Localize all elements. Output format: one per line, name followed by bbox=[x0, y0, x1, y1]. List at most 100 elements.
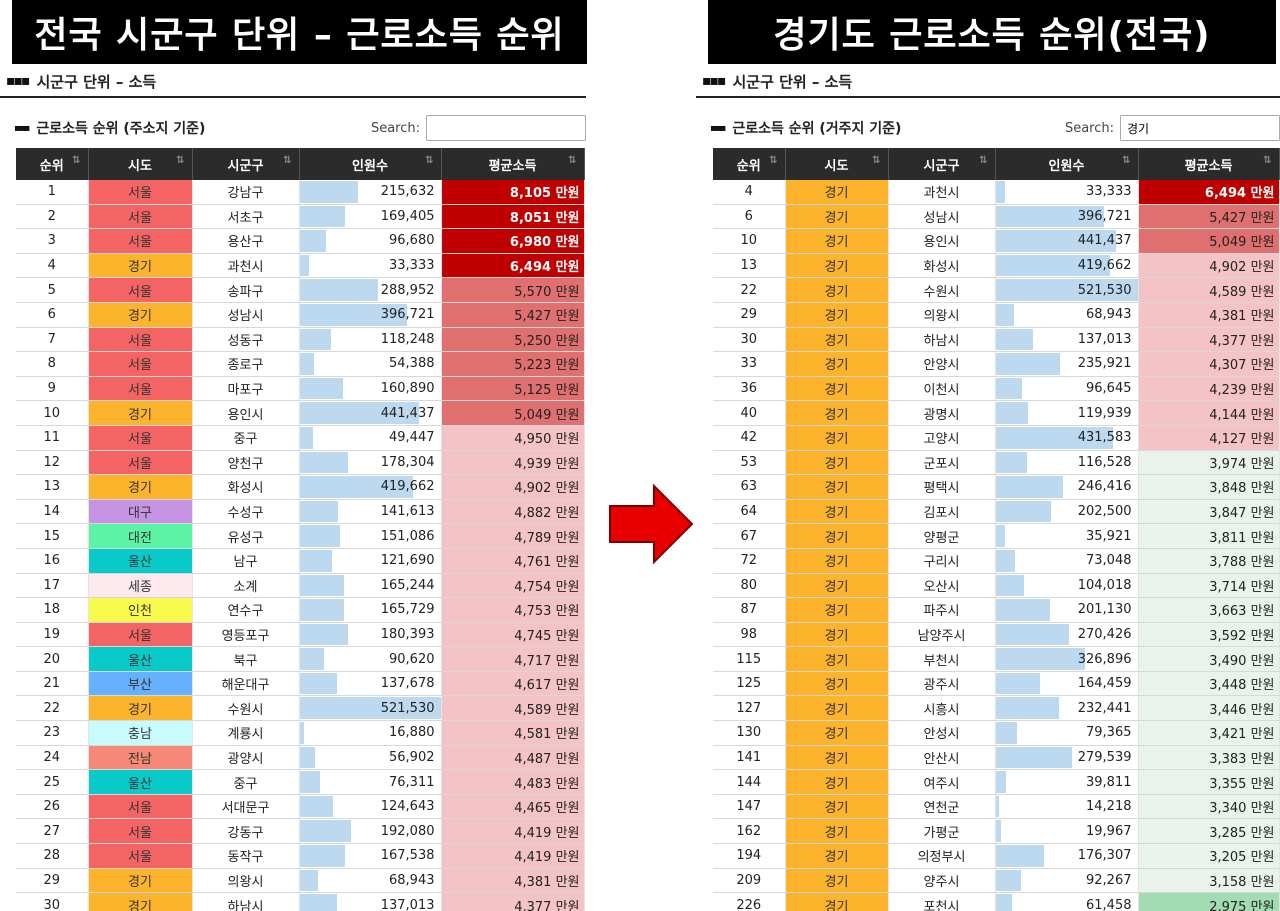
column-header-sigungu[interactable]: 시군구 ⇅ bbox=[192, 148, 300, 180]
income-cell: 3,340 만원 bbox=[1138, 794, 1280, 820]
income-cell: 4,127 만원 bbox=[1138, 425, 1280, 451]
count-bar bbox=[995, 648, 1085, 670]
income-cell: 4,950 만원 bbox=[441, 425, 585, 451]
income-cell: 4,589 만원 bbox=[441, 695, 585, 722]
sido-cell: 경기 bbox=[785, 671, 889, 697]
count-cell: 33,333 bbox=[995, 180, 1139, 205]
sigungu-cell: 용인시 bbox=[888, 228, 996, 254]
sido-cell: 경기 bbox=[785, 769, 889, 795]
count-bar bbox=[995, 303, 1015, 326]
count-bar bbox=[995, 574, 1024, 597]
count-bar bbox=[995, 205, 1104, 228]
table-row: 27 서울 강동구 192,080 4,419 만원 bbox=[16, 818, 585, 845]
income-cell: 3,663 만원 bbox=[1138, 597, 1280, 623]
count-bar bbox=[299, 845, 345, 867]
rank-cell: 80 bbox=[713, 573, 786, 599]
column-header-sigungu[interactable]: 시군구 ⇅ bbox=[888, 148, 996, 180]
sigungu-cell: 양천구 bbox=[192, 450, 300, 476]
sigungu-cell: 과천시 bbox=[192, 253, 300, 279]
count-value: 76,311 bbox=[389, 774, 435, 790]
section-header: ▪▪▪ 근로소득 순위 (주소지 기준) Search: bbox=[0, 108, 586, 148]
sigungu-cell: 안양시 bbox=[888, 351, 996, 377]
sido-cell: 인천 bbox=[88, 597, 193, 623]
table-row: 22 경기 수원시 521,530 4,589 만원 bbox=[16, 695, 585, 722]
sido-cell: 경기 bbox=[785, 794, 889, 820]
sigungu-cell: 동작구 bbox=[192, 843, 300, 869]
sigungu-cell: 서대문구 bbox=[192, 794, 300, 820]
count-value: 201,130 bbox=[1077, 602, 1132, 618]
column-header-sido[interactable]: 시도 ⇅ bbox=[88, 148, 193, 180]
table-row: 40 경기 광명시 119,939 4,144 만원 bbox=[713, 400, 1280, 426]
sort-icon: ⇅ bbox=[568, 155, 576, 166]
count-value: 232,441 bbox=[1077, 700, 1132, 716]
search-input[interactable] bbox=[426, 115, 586, 141]
column-header-count[interactable]: 인원수 ⇅ bbox=[299, 148, 442, 180]
count-cell: 33,333 bbox=[299, 253, 442, 279]
sigungu-cell: 안성시 bbox=[888, 720, 996, 746]
count-bar bbox=[995, 328, 1033, 351]
grid-icon: ▪▪▪ bbox=[710, 122, 726, 134]
count-cell: 521,530 bbox=[995, 277, 1139, 303]
income-cell: 4,381 만원 bbox=[441, 868, 585, 894]
sigungu-cell: 소계 bbox=[192, 573, 300, 599]
count-cell: 54,388 bbox=[299, 351, 442, 377]
column-header-count[interactable]: 인원수 ⇅ bbox=[995, 148, 1139, 180]
count-value: 79,365 bbox=[1086, 725, 1132, 741]
table-row: 162 경기 가평군 19,967 3,285 만원 bbox=[713, 818, 1280, 845]
sigungu-cell: 강남구 bbox=[192, 180, 300, 205]
count-cell: 14,218 bbox=[995, 794, 1139, 820]
count-value: 137,678 bbox=[380, 676, 435, 692]
sido-cell: 경기 bbox=[785, 720, 889, 746]
sigungu-cell: 여주시 bbox=[888, 769, 996, 795]
count-cell: 419,662 bbox=[299, 474, 442, 500]
search-input[interactable] bbox=[1120, 115, 1280, 141]
sigungu-cell: 종로구 bbox=[192, 351, 300, 377]
count-value: 14,218 bbox=[1086, 799, 1132, 815]
count-value: 288,952 bbox=[380, 282, 435, 298]
income-cell: 4,144 만원 bbox=[1138, 400, 1280, 426]
sido-cell: 울산 bbox=[88, 769, 193, 795]
count-bar bbox=[995, 894, 1013, 911]
count-bar bbox=[299, 451, 348, 474]
count-value: 521,530 bbox=[380, 700, 435, 716]
column-header-income[interactable]: 평균소득 ⇅ bbox=[441, 148, 585, 180]
rank-cell: 1 bbox=[16, 180, 89, 205]
count-bar bbox=[995, 230, 1116, 252]
column-header-income[interactable]: 평균소득 ⇅ bbox=[1138, 148, 1280, 180]
income-cell: 5,049 만원 bbox=[1138, 228, 1280, 254]
count-value: 121,690 bbox=[380, 553, 435, 569]
rank-cell: 6 bbox=[713, 204, 786, 230]
count-value: 164,459 bbox=[1077, 676, 1132, 692]
rank-cell: 30 bbox=[16, 892, 89, 911]
sido-cell: 경기 bbox=[785, 646, 889, 672]
rank-cell: 10 bbox=[713, 228, 786, 254]
count-cell: 92,267 bbox=[995, 868, 1139, 894]
count-value: 180,393 bbox=[380, 626, 435, 642]
column-header-rank[interactable]: 순위 ⇅ bbox=[713, 148, 786, 180]
sido-cell: 경기 bbox=[785, 253, 889, 279]
sido-cell: 경기 bbox=[88, 892, 193, 911]
sigungu-cell: 서초구 bbox=[192, 204, 300, 230]
count-value: 521,530 bbox=[1077, 282, 1132, 298]
income-cell: 4,745 만원 bbox=[441, 622, 585, 648]
income-cell: 6,980 만원 bbox=[441, 228, 585, 254]
count-bar bbox=[299, 230, 326, 252]
sigungu-cell: 구리시 bbox=[888, 548, 996, 574]
rank-cell: 63 bbox=[713, 474, 786, 500]
count-bar bbox=[299, 426, 313, 449]
rank-cell: 125 bbox=[713, 671, 786, 697]
sigungu-cell: 부천시 bbox=[888, 646, 996, 672]
column-header-sido[interactable]: 시도 ⇅ bbox=[785, 148, 889, 180]
sigungu-cell: 의왕시 bbox=[888, 302, 996, 328]
count-bar bbox=[299, 746, 315, 769]
count-cell: 104,018 bbox=[995, 573, 1139, 599]
column-header-rank[interactable]: 순위 ⇅ bbox=[16, 148, 89, 180]
count-cell: 119,939 bbox=[995, 400, 1139, 426]
rank-cell: 40 bbox=[713, 400, 786, 426]
rank-cell: 13 bbox=[713, 253, 786, 279]
table-row: 13 경기 화성시 419,662 4,902 만원 bbox=[16, 474, 585, 500]
count-cell: 419,662 bbox=[995, 253, 1139, 279]
table-row: 3 서울 용산구 96,680 6,980 만원 bbox=[16, 228, 585, 254]
count-value: 151,086 bbox=[380, 528, 435, 544]
sigungu-cell: 용인시 bbox=[192, 400, 300, 426]
